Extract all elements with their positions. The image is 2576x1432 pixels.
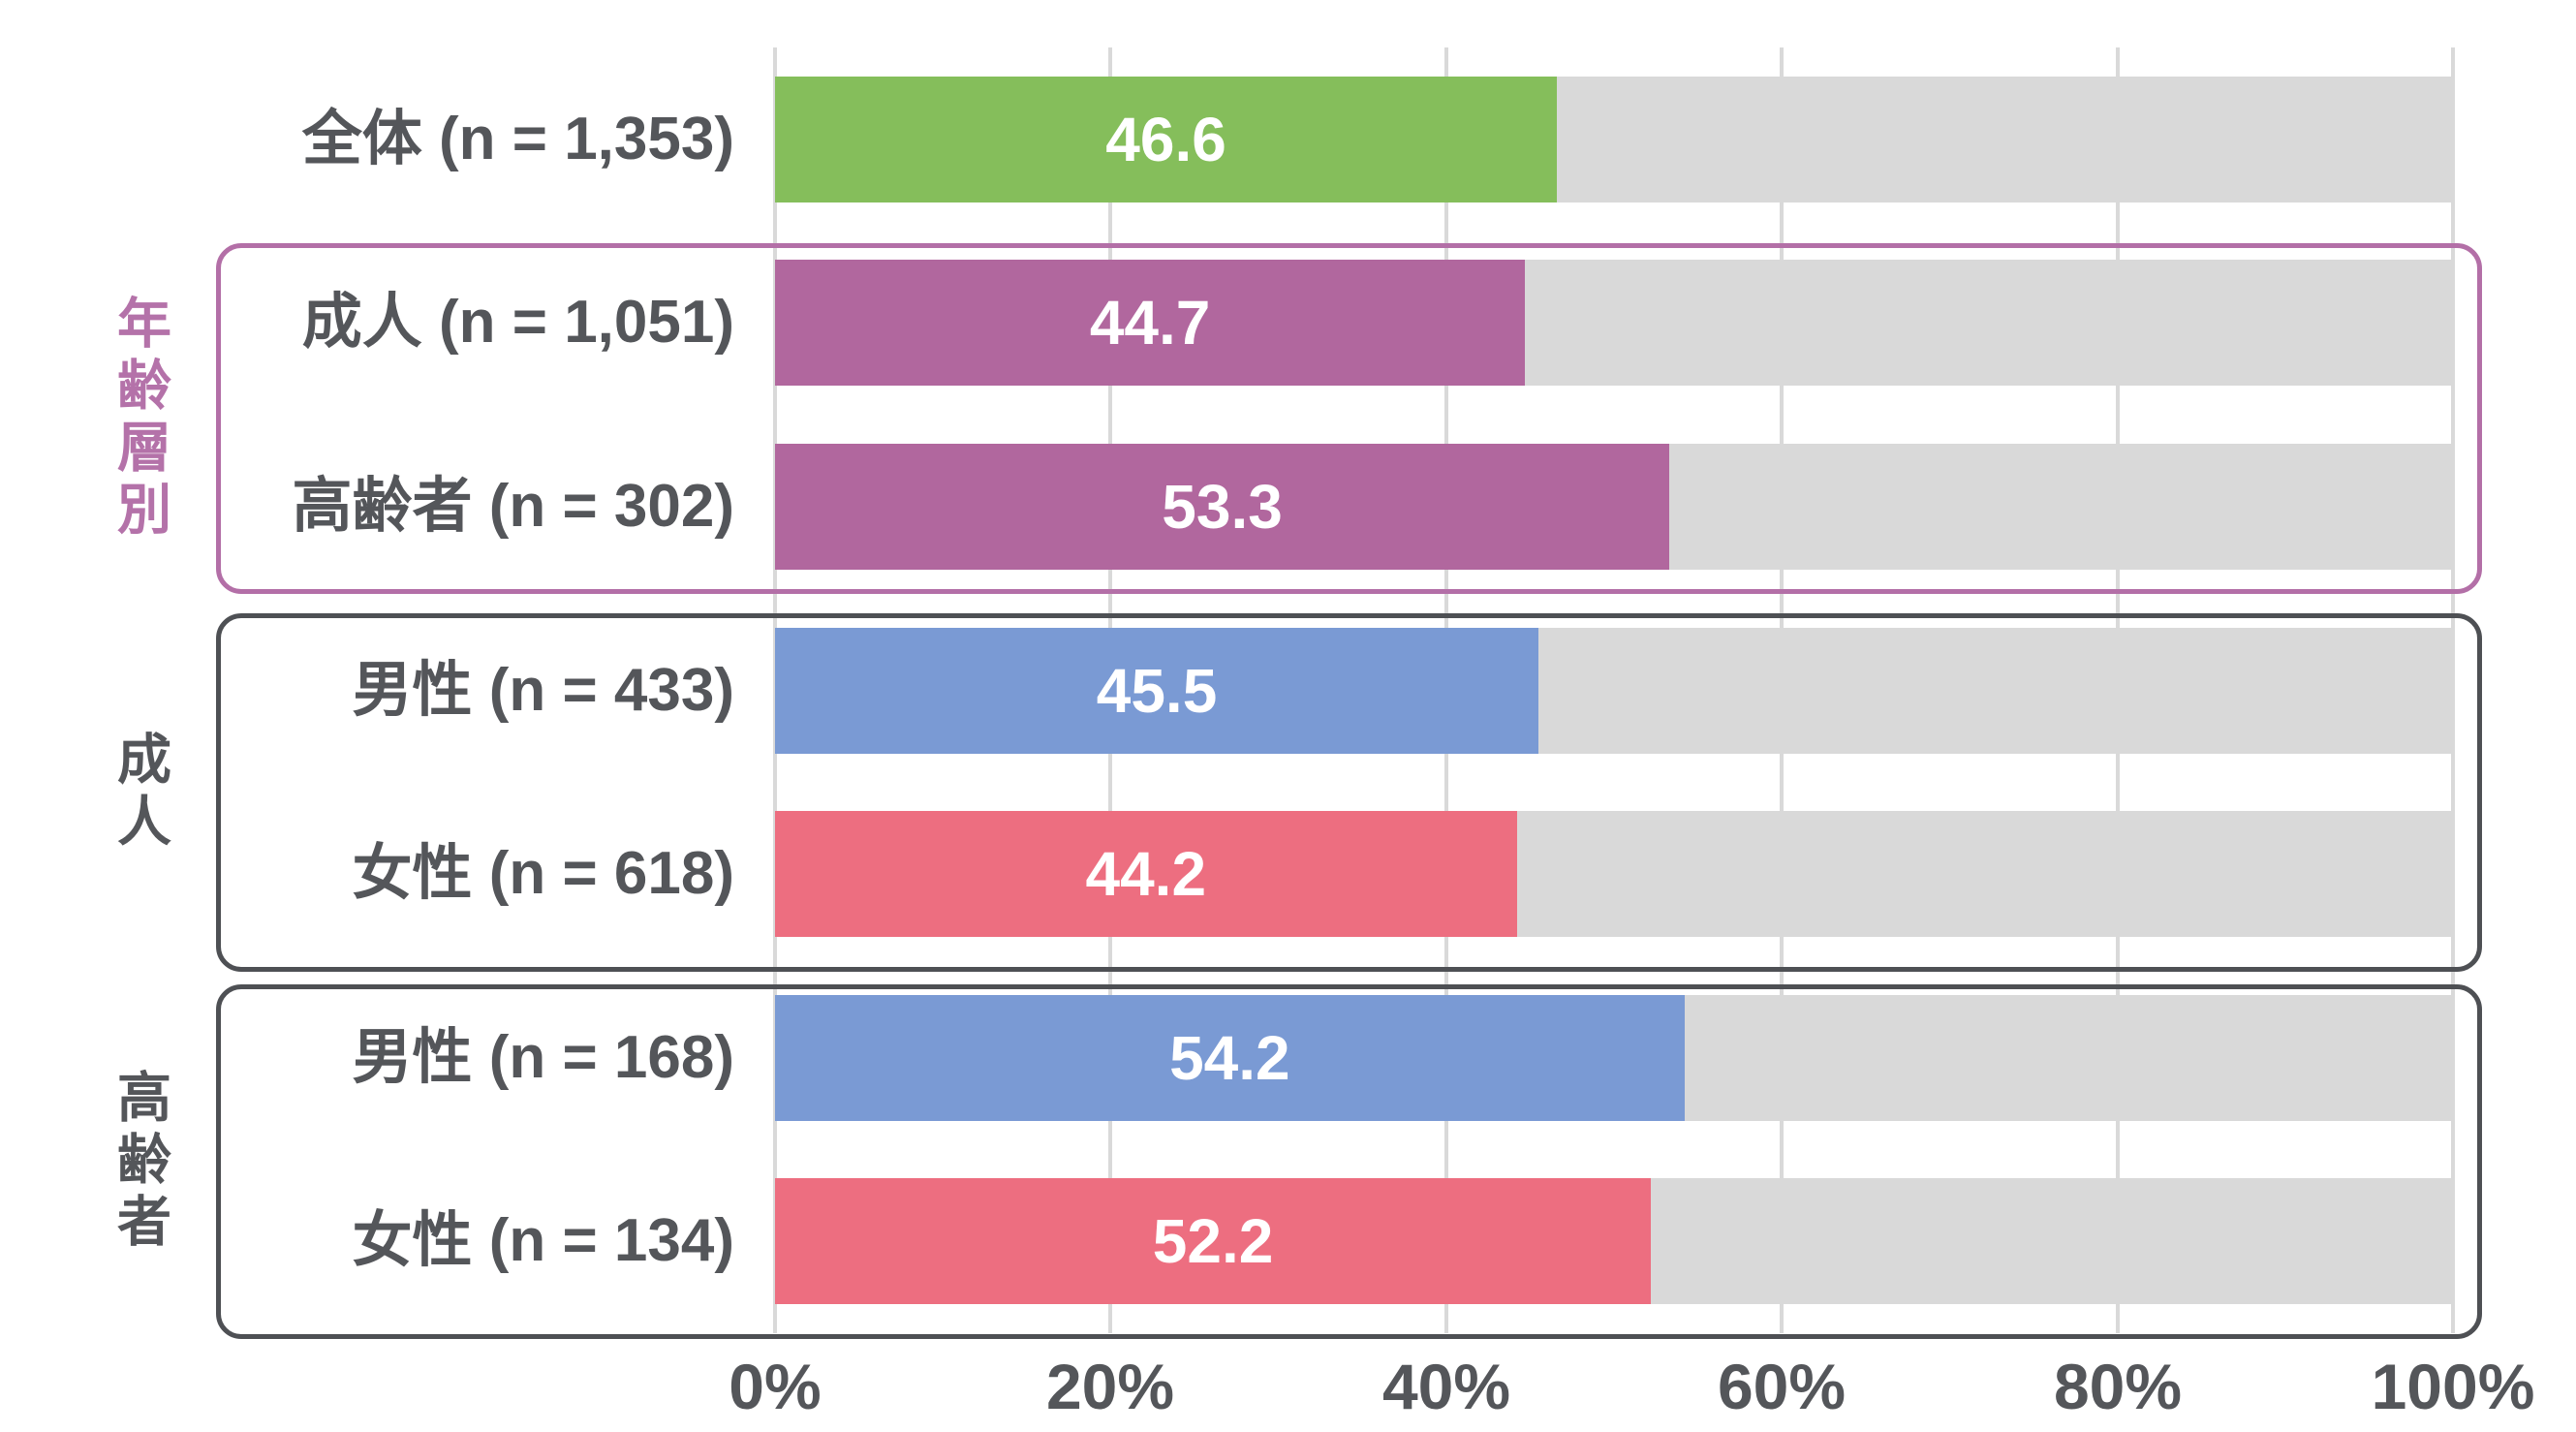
x-axis-tick-label: 60% <box>1717 1351 1847 1422</box>
row-label: 男性 (n = 433) <box>352 657 735 724</box>
gridline <box>2451 47 2455 1333</box>
x-axis-tick-label: 0% <box>729 1351 822 1422</box>
bar-value-label: 53.3 <box>1162 472 1283 542</box>
bar-track: 52.2 <box>775 1178 2453 1304</box>
bar-track: 44.2 <box>775 811 2453 937</box>
x-axis-tick-label: 20% <box>1045 1351 1175 1422</box>
row-label: 高齢者 (n = 302) <box>292 473 735 540</box>
bar: 46.6 <box>775 77 1558 202</box>
bar: 54.2 <box>775 995 1685 1121</box>
row-label: 全体 (n = 1,353) <box>301 106 734 172</box>
bar-value-label: 44.2 <box>1085 839 1207 909</box>
bar-track: 54.2 <box>775 995 2453 1121</box>
bar-value-label: 45.5 <box>1096 656 1218 726</box>
bar-track: 44.7 <box>775 260 2453 386</box>
group-box-elderly <box>216 984 2482 1339</box>
bar-track: 53.3 <box>775 444 2453 570</box>
bar-track: 46.6 <box>775 77 2453 202</box>
bar: 53.3 <box>775 444 1670 570</box>
bar: 44.7 <box>775 260 1526 386</box>
x-axis-tick-label: 100% <box>2371 1351 2535 1422</box>
bar: 44.2 <box>775 811 1517 937</box>
row-label: 女性 (n = 134) <box>352 1207 735 1274</box>
row-label: 成人 (n = 1,051) <box>301 289 734 356</box>
bar-value-label: 52.2 <box>1152 1206 1274 1276</box>
bar-value-label: 44.7 <box>1089 288 1211 358</box>
bar-value-label: 54.2 <box>1169 1023 1290 1093</box>
group-label-elderly: 高齢者 <box>109 1069 171 1255</box>
bar: 45.5 <box>775 628 1539 754</box>
row-label: 女性 (n = 618) <box>352 840 735 907</box>
bar-track: 45.5 <box>775 628 2453 754</box>
bar-value-label: 46.6 <box>1105 105 1226 174</box>
row-label: 男性 (n = 168) <box>352 1024 735 1091</box>
group-label-adults: 成人 <box>109 731 171 855</box>
group-box-adults <box>216 613 2482 972</box>
bar: 52.2 <box>775 1178 1652 1304</box>
group-label-age-category: 年齢層別 <box>109 295 171 543</box>
x-axis-tick-label: 40% <box>1381 1351 1511 1422</box>
group-box-age-category <box>216 243 2482 594</box>
x-axis-tick-label: 80% <box>2053 1351 2183 1422</box>
